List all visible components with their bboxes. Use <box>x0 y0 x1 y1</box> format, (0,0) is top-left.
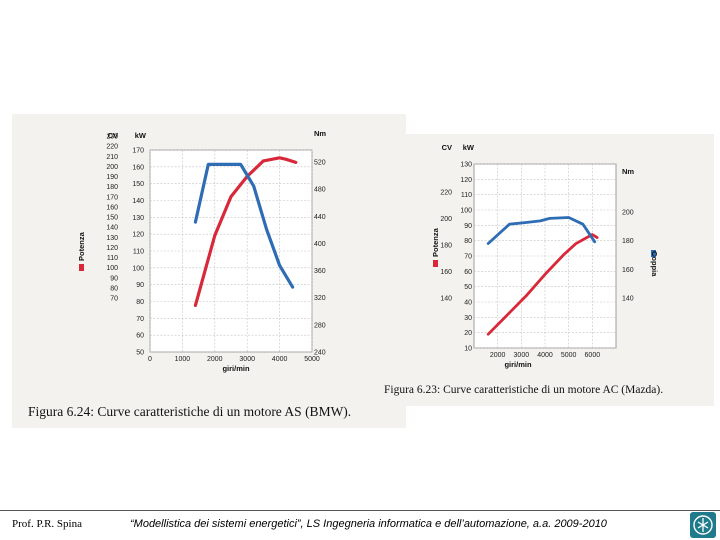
cv-tick-label: 230 <box>106 134 118 141</box>
kw-tick-label: 70 <box>464 254 472 261</box>
nm-tick-label: 480 <box>314 187 326 194</box>
kw-tick-label: 80 <box>464 238 472 245</box>
kw-tick-label: 60 <box>464 269 472 276</box>
x-tick-label: 2000 <box>490 352 506 359</box>
kw-tick-label: 40 <box>464 300 472 307</box>
kw-tick-label: 150 <box>132 181 144 188</box>
kw-tick-label: 110 <box>461 192 472 199</box>
cv-tick-label: 100 <box>106 265 118 272</box>
kw-tick-label: 170 <box>132 148 144 155</box>
kw-unit-label: kW <box>463 143 475 152</box>
kw-tick-label: 90 <box>464 223 472 230</box>
nm-tick-label: 280 <box>314 322 326 329</box>
kw-tick-label: 20 <box>464 330 472 337</box>
cv-tick-label: 90 <box>110 275 118 282</box>
kw-tick-label: 100 <box>132 265 144 272</box>
nm-tick-label: 360 <box>314 268 326 275</box>
x-tick-label: 5000 <box>561 352 577 359</box>
cv-tick-label: 120 <box>106 245 118 252</box>
cv-tick-label: 80 <box>110 285 118 292</box>
cv-tick-label: 140 <box>106 225 118 232</box>
x-tick-label: 6000 <box>585 352 601 359</box>
x-axis-label: giri/min <box>222 364 250 373</box>
cv-tick-label: 160 <box>106 204 118 211</box>
figure-caption: Figura 6.24: Curve caratteristiche di un… <box>28 404 352 419</box>
nm-tick-label: 200 <box>622 210 634 217</box>
kw-tick-label: 160 <box>132 164 144 171</box>
kw-tick-label: 100 <box>460 208 472 215</box>
bmw-engine-chart: 170 160 150 140 130 120 110 100 90 80 70 60 50 230 220… <box>77 129 389 373</box>
kw-tick-label: 50 <box>464 284 472 291</box>
kw-tick-label: 130 <box>460 162 472 169</box>
figure-6-23: 130 120 110 100 90 80 70 60 50 40 30 20 10 220 200 180 1… <box>378 134 714 406</box>
potenza-line <box>193 156 298 307</box>
kw-tick-label: 110 <box>133 249 144 256</box>
nm-unit-label: Nm <box>314 129 326 138</box>
footer-author: Prof. P.R. Spina <box>12 518 82 530</box>
cv-tick-label: 190 <box>106 174 118 181</box>
kw-tick-label: 120 <box>132 232 144 239</box>
kw-tick-label: 90 <box>136 282 144 289</box>
cv-tick-label: 200 <box>106 164 118 171</box>
cv-tick-label: 210 <box>106 154 118 161</box>
cv-tick-label: 180 <box>440 243 452 250</box>
cv-tick-label: 220 <box>106 144 118 151</box>
kw-tick-label: 30 <box>464 315 472 322</box>
footer-divider <box>0 510 720 511</box>
footer-course: “Modellistica dei sistemi energetici”, L… <box>130 518 607 530</box>
kw-unit-label: kW <box>135 131 147 140</box>
kw-tick-label: 70 <box>136 316 144 323</box>
cv-tick-label: 200 <box>440 216 452 223</box>
kw-tick-label: 60 <box>136 333 144 340</box>
kw-tick-label: 80 <box>136 299 144 306</box>
coppia-line <box>486 216 597 245</box>
coppia-legend-label: Coppia <box>650 251 659 277</box>
nm-tick-label: 140 <box>622 296 634 303</box>
figure-6-24: 170 160 150 140 130 120 110 100 90 80 70 60 50 230 220… <box>12 114 406 428</box>
kw-tick-label: 140 <box>132 198 144 205</box>
x-tick-label: 4000 <box>537 352 553 359</box>
nm-unit-label: Nm <box>622 167 634 176</box>
figure-caption: Figura 6.23: Curve caratteristiche di un… <box>384 384 664 396</box>
cv-unit-label: CV <box>108 131 118 140</box>
coppia-line <box>193 162 295 289</box>
nm-tick-label: 240 <box>314 350 326 357</box>
x-tick-label: 2000 <box>207 356 223 363</box>
cv-tick-label: 150 <box>106 215 118 222</box>
cv-tick-label: 170 <box>106 194 118 201</box>
nm-tick-label: 440 <box>314 214 326 221</box>
cv-tick-label: 70 <box>110 296 118 303</box>
nm-tick-label: 400 <box>314 241 326 248</box>
nm-tick-label: 520 <box>314 160 326 167</box>
cv-tick-label: 140 <box>440 296 452 303</box>
x-tick-label: 0 <box>148 356 152 363</box>
cv-tick-label: 110 <box>107 255 118 262</box>
kw-tick-label: 10 <box>464 346 472 353</box>
kw-tick-label: 50 <box>136 350 144 357</box>
nm-tick-label: 160 <box>622 267 634 274</box>
cv-tick-label: 180 <box>106 184 118 191</box>
nm-tick-label: 180 <box>622 238 634 245</box>
x-tick-label: 3000 <box>514 352 530 359</box>
kw-tick-label: 130 <box>132 215 144 222</box>
potenza-legend-label: Potenza <box>77 231 86 261</box>
potenza-legend-swatch <box>433 260 438 267</box>
potenza-legend-swatch <box>79 264 84 271</box>
cv-tick-label: 130 <box>106 235 118 242</box>
cv-unit-label: CV <box>442 143 452 152</box>
cv-tick-label: 220 <box>440 190 452 197</box>
coppia-legend-swatch <box>651 250 656 257</box>
x-tick-label: 4000 <box>272 356 288 363</box>
kw-tick-label: 120 <box>460 177 472 184</box>
mazda-engine-chart: 130 120 110 100 90 80 70 60 50 40 30 20 10 220 200 180 1… <box>431 143 659 369</box>
university-logo-icon <box>690 512 716 538</box>
x-axis-label: giri/min <box>504 360 532 369</box>
x-tick-label: 3000 <box>239 356 255 363</box>
cv-tick-label: 160 <box>440 269 452 276</box>
x-tick-label: 1000 <box>175 356 191 363</box>
x-tick-label: 5000 <box>304 356 320 363</box>
potenza-legend-label: Potenza <box>431 227 440 257</box>
nm-tick-label: 320 <box>314 295 326 302</box>
